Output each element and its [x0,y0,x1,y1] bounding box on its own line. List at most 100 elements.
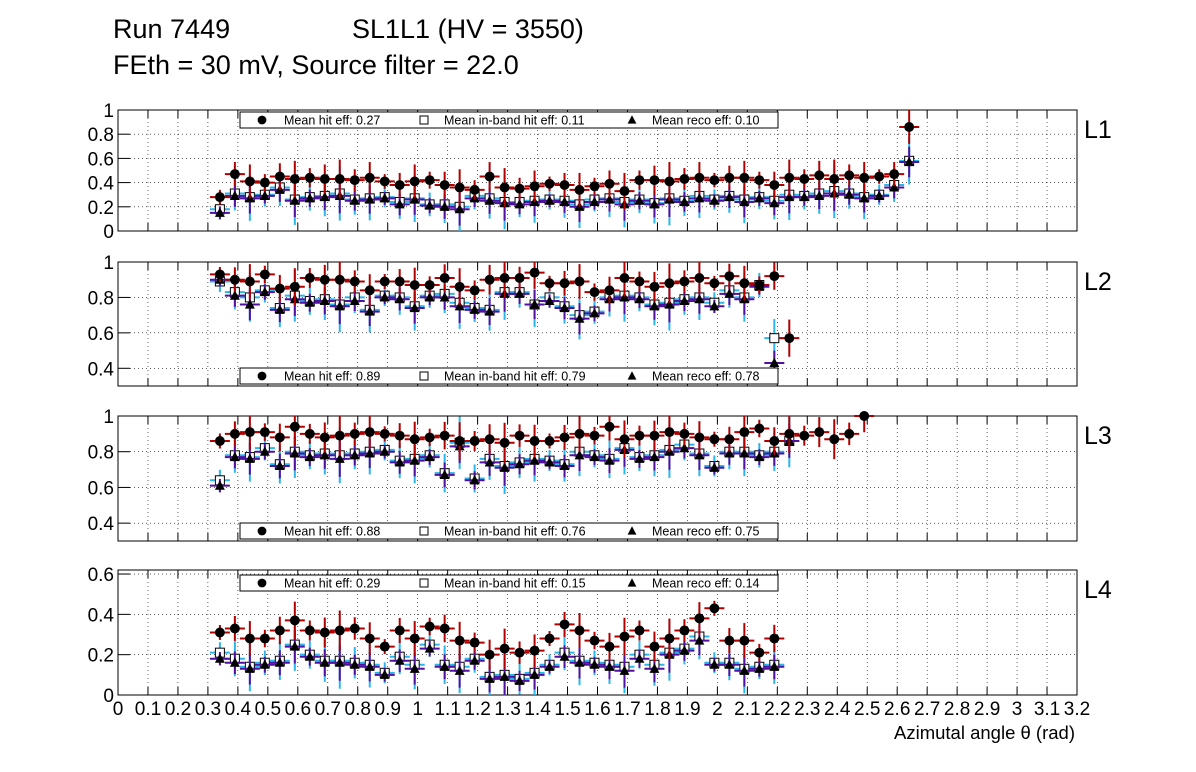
hit-point [604,641,615,652]
hit-point [229,274,240,285]
x-tick-label: 0 [113,699,124,720]
reco-point [514,288,525,298]
reco-point [844,189,855,199]
reco-point [649,451,660,462]
hit-point [409,280,420,290]
reco-point [559,651,570,661]
hit-point [394,430,405,441]
reco-point [709,462,720,472]
x-tick-label: 0.3 [195,699,221,720]
reco-point [529,455,540,465]
reco-point [439,201,450,211]
hit-point [304,625,315,636]
x-tick-label: 0.8 [345,699,371,720]
hit-point [394,625,405,636]
x-tick-label: 0.2 [165,699,191,720]
hit-point [634,276,645,287]
hit-point [439,430,450,441]
y-tick-label: 0.4 [88,359,115,380]
hit-point [454,635,465,646]
hit-point [304,428,315,439]
x-tick-label: 1.2 [464,699,490,720]
y-tick-label: 0.8 [88,125,114,146]
hit-point [574,428,585,439]
hit-point [289,421,300,432]
reco-point [244,663,255,673]
reco-point [229,190,240,200]
hit-point [514,647,525,658]
hit-point [784,428,795,439]
hit-point [244,276,255,287]
hit-point [529,181,540,192]
reco-point [559,460,570,471]
reco-point [679,295,690,306]
reco-point [589,196,600,207]
hit-point [409,633,420,644]
reco-point [394,293,405,304]
reco-point [529,669,540,679]
y-tick-label: 1 [103,253,114,274]
hit-point [559,278,570,289]
reco-point [754,451,765,462]
reco-point [634,195,645,205]
hit-point [364,172,375,183]
hit-point [649,281,660,292]
reco-point [349,295,360,306]
hit-point [439,180,450,190]
hit-point [319,274,330,285]
reco-point [544,295,555,306]
hit-point [349,623,360,634]
hit-point [469,436,480,446]
reco-point [604,661,615,671]
hit-point [214,436,225,446]
legend-marker-hit [257,371,267,381]
x-tick-label: 2.5 [854,699,880,720]
hit-point [739,427,750,438]
hit-point [724,172,735,183]
reco-point [379,446,390,456]
reco-point [679,196,690,207]
hit-point [544,178,555,189]
reco-point [439,469,450,479]
reco-point [874,190,885,200]
x-tick-label: 2 [712,699,723,720]
hit-point [544,436,555,446]
hit-point [439,623,450,634]
reco-point [229,290,240,300]
reco-point [484,195,495,205]
hit-point [829,434,840,445]
hit-point [499,182,510,193]
hit-point [784,333,795,344]
reco-point [544,195,555,205]
hit-point [319,627,330,638]
hit-point [319,174,330,184]
hit-point [244,427,255,438]
x-tick-label: 2.9 [974,699,1000,720]
reco-point [364,306,375,316]
hit-point [709,434,720,445]
hit-point [259,269,270,280]
x-tick-label: 2.7 [914,699,940,720]
hit-point [664,427,675,438]
hit-point [649,430,660,441]
reco-point [709,300,720,311]
legend-label-inband: Mean in-band hit eff: 0.11 [444,114,585,128]
reco-point [424,292,435,302]
hit-point [634,430,645,441]
reco-point [724,288,735,298]
hit-point [379,641,390,652]
hit-point [259,633,270,644]
hit-point [694,272,705,283]
hit-point [589,430,600,441]
hit-point [409,434,420,445]
hit-point [664,176,675,187]
legend-marker-reco [627,578,637,587]
hit-point [769,271,780,282]
hit-point [484,171,495,182]
x-tick-label: 0.5 [255,699,281,720]
hit-point [439,272,450,283]
x-tick-label: 1.6 [584,699,610,720]
hit-point [604,421,615,432]
y-tick-label: 0.4 [88,174,115,195]
